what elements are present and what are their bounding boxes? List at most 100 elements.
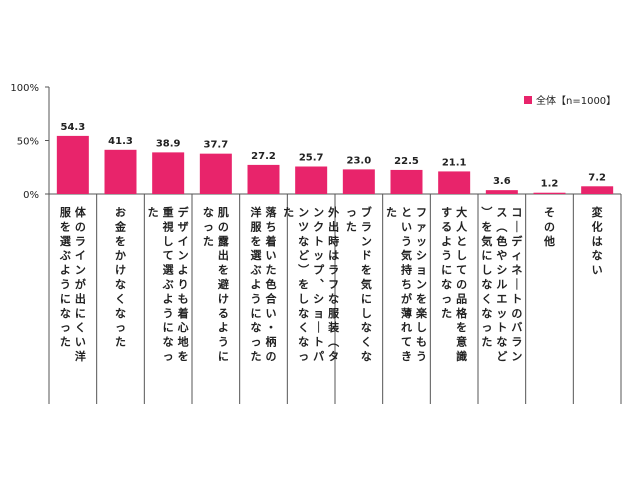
x-category-label-char: っ	[251, 336, 262, 349]
x-category-label-char: ァ	[416, 220, 427, 233]
x-category-label-char: ン	[298, 206, 309, 219]
x-category-label-char: 変	[592, 205, 603, 219]
x-category-label-char: の	[544, 220, 555, 233]
x-category-label-char: ネ	[511, 264, 522, 277]
bar	[342, 169, 375, 194]
x-category-label-char: よ	[218, 321, 229, 334]
x-category-label-char: ス	[496, 206, 507, 219]
x-category-label-char: 格	[456, 306, 468, 320]
x-category-label-char: よ	[60, 264, 71, 277]
x-category-label-char: フ	[416, 206, 427, 219]
x-category-label-char: ョ	[416, 264, 427, 277]
bar	[533, 192, 566, 194]
bar	[152, 152, 185, 194]
x-category-label-char: ラ	[328, 264, 339, 277]
x-category-label-char: 重	[163, 205, 174, 219]
x-category-label-char: に	[481, 249, 492, 262]
x-category-label-char: ョ	[313, 307, 324, 320]
x-category-label-char: な	[328, 292, 339, 305]
x-category-label-char: 露	[218, 235, 230, 248]
x-category-label-char: た	[346, 220, 357, 233]
x-category-label-char: な	[203, 206, 214, 219]
x-category-label-char: ︶	[480, 205, 493, 219]
x-category-label-char: ッ	[416, 235, 427, 248]
x-category-label-char: ど	[298, 249, 309, 262]
x-category-label-char: コ	[511, 206, 522, 219]
bar	[247, 164, 280, 194]
x-category-label-char: ン	[511, 350, 522, 363]
x-category-label-char: の	[218, 220, 229, 233]
x-category-label-char: っ	[115, 321, 126, 334]
x-category-label-char: よ	[178, 264, 189, 277]
x-category-label-char: 色	[266, 277, 277, 291]
x-category-label-char: し	[298, 292, 309, 305]
x-category-label-char: ト	[496, 321, 507, 334]
bar	[485, 190, 518, 194]
x-category-label-char: ｜	[511, 277, 522, 291]
x-category-label-char: 品	[456, 292, 467, 305]
x-category-label-char: も	[178, 292, 189, 305]
x-category-label-char: ン	[178, 249, 189, 262]
x-category-label-char: を	[416, 292, 427, 305]
x-category-label-char: ツ	[298, 220, 309, 233]
x-category-label-char: た	[441, 307, 452, 320]
x-category-label-char: し	[481, 264, 492, 277]
x-category-label-char: な	[361, 350, 372, 363]
x-category-label-char: プ	[313, 263, 325, 277]
x-category-label-char: を	[115, 235, 126, 248]
x-category-label-char: 出	[218, 248, 229, 262]
x-category-label-char: 金	[114, 219, 127, 233]
x-category-label-char: な	[163, 336, 174, 349]
x-category-label-char: う	[416, 350, 427, 363]
x-category-label-char: い	[266, 249, 277, 262]
x-category-label-char: な	[592, 249, 603, 262]
x-category-label-char: バ	[511, 321, 522, 334]
x-category-label-char: し	[163, 235, 174, 248]
x-category-label-char: う	[441, 249, 452, 262]
x-category-label-char: 外	[327, 205, 339, 219]
x-category-label-char: し	[361, 307, 372, 320]
x-category-label-char: に	[251, 307, 262, 320]
x-category-label-char: っ	[163, 350, 174, 363]
x-category-label-char: ︑	[313, 277, 324, 291]
x-category-label-char: い	[75, 336, 86, 349]
y-tick-label: 0%	[23, 190, 39, 201]
x-category-label-char: い	[401, 220, 412, 233]
x-category-label-char: ぶ	[250, 264, 262, 277]
x-category-label-char: 心	[178, 321, 189, 334]
x-category-label-char: ッ	[496, 307, 507, 320]
x-category-label-char: し	[416, 321, 427, 334]
data-label: 21.1	[442, 157, 467, 168]
x-category-label-char: よ	[251, 278, 262, 291]
x-category-label-char: し	[456, 249, 467, 262]
x-category-label-char: っ	[481, 321, 492, 334]
x-category-label-char: か	[115, 249, 126, 262]
x-category-label-char: う	[251, 292, 262, 305]
x-category-label-char: の	[266, 350, 277, 363]
x-category-label-char: っ	[60, 321, 71, 334]
x-category-label-char: 地	[178, 335, 189, 349]
x-category-label-char: よ	[441, 235, 452, 248]
x-category-label-char: 気	[361, 277, 372, 291]
x-category-label-char: ・	[266, 321, 277, 334]
x-category-label-char: ち	[266, 220, 277, 233]
x-category-label-char: 服	[251, 220, 263, 233]
x-category-label-char: に	[60, 292, 71, 305]
x-category-label-char: の	[75, 220, 86, 233]
x-category-label-char: よ	[163, 292, 174, 305]
x-category-label-char: っ	[298, 350, 309, 363]
x-category-label-char: 服	[328, 307, 340, 320]
x-category-label-char: た	[148, 206, 159, 219]
x-category-label-char: う	[60, 278, 71, 291]
data-label: 23.0	[346, 155, 371, 166]
x-category-label-char: る	[218, 307, 229, 320]
x-category-label-char: 洋	[251, 205, 262, 219]
x-category-label-char: は	[328, 249, 339, 262]
x-category-label-char: ︶	[297, 263, 310, 277]
x-category-label-char: ザ	[178, 220, 189, 233]
bar	[438, 171, 471, 194]
x-category-label-char: く	[298, 321, 309, 334]
x-category-label-char: た	[386, 206, 397, 219]
x-category-label-char: 気	[481, 234, 492, 248]
x-category-label-char: ｜	[511, 219, 522, 233]
